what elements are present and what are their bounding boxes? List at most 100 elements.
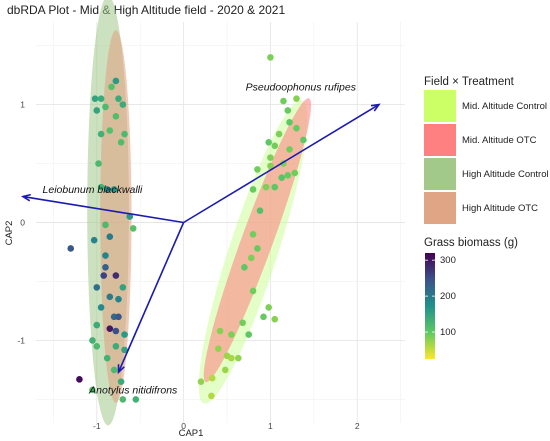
data-point — [110, 186, 118, 193]
data-point — [89, 337, 96, 344]
data-point — [115, 95, 122, 102]
data-point — [262, 183, 270, 191]
data-point — [249, 230, 257, 238]
data-point — [110, 366, 118, 374]
data-point — [112, 272, 120, 279]
colorbar-ticks: 100 200 300 — [425, 255, 456, 338]
points — [67, 54, 307, 403]
data-point — [284, 107, 292, 114]
data-point — [208, 392, 215, 400]
data-point — [93, 343, 101, 350]
legend-key — [424, 90, 456, 122]
data-point — [284, 172, 292, 179]
data-point — [97, 183, 105, 191]
biplot-arrows — [20, 103, 381, 375]
data-point — [108, 83, 115, 91]
y-axis-label: CAP2 — [4, 221, 15, 246]
legend-key — [424, 158, 456, 190]
ellipse-high-altitude-otc — [100, 30, 132, 403]
data-point — [93, 107, 101, 114]
data-point — [119, 284, 127, 291]
data-point — [265, 304, 272, 311]
x-tick-label: 1 — [268, 421, 273, 431]
data-point — [256, 207, 264, 215]
legend-key — [424, 124, 456, 156]
legend-grass-biomass: Grass biomass (g) 100 200 300 — [424, 237, 518, 359]
legend-label: Mid. Altitude OTC — [462, 135, 537, 146]
data-point — [112, 77, 120, 85]
colorbar-tick-label: 100 — [440, 327, 456, 338]
data-point — [265, 139, 272, 146]
legend-color-title: Grass biomass (g) — [424, 237, 518, 249]
data-point — [100, 272, 108, 279]
data-point — [121, 130, 128, 138]
data-point — [293, 95, 300, 102]
data-point — [197, 378, 205, 386]
data-point — [126, 213, 134, 220]
colorbar-tick-label: 300 — [440, 255, 456, 266]
data-point — [106, 233, 114, 240]
colorbar — [425, 253, 435, 359]
data-point — [102, 103, 109, 111]
data-point — [90, 236, 98, 244]
data-point — [119, 396, 127, 403]
arrow-line — [22, 195, 184, 224]
data-point — [271, 183, 279, 191]
data-point — [103, 354, 111, 362]
data-point — [106, 325, 114, 332]
data-point — [286, 146, 293, 153]
data-point — [267, 162, 274, 170]
data-point — [117, 139, 125, 146]
x-axis-label: CAP1 — [179, 428, 204, 439]
data-point — [215, 345, 222, 352]
x-axis-ticks: -1 0 1 2 — [93, 421, 360, 431]
data-point — [254, 245, 261, 252]
arrow-line — [117, 222, 185, 373]
data-point — [95, 160, 102, 167]
data-point — [97, 304, 105, 311]
data-point — [91, 95, 99, 102]
data-point — [228, 354, 235, 362]
data-point — [121, 331, 128, 338]
data-point — [103, 186, 111, 193]
legend-label: High Altitude Control — [462, 169, 549, 180]
species-label: Anotylus nitidifrons — [88, 385, 178, 397]
data-point — [67, 245, 75, 252]
data-point — [221, 366, 229, 374]
data-point — [228, 331, 235, 338]
arrow-head — [117, 364, 125, 375]
chart-title: dbRDA Plot - Mid & High Altitude field -… — [7, 3, 285, 17]
data-point — [271, 142, 279, 150]
legend-label: High Altitude OTC — [462, 203, 538, 214]
data-point — [129, 225, 137, 232]
data-point — [291, 169, 299, 177]
y-tick-label: 0 — [20, 218, 25, 228]
y-tick-label: -1 — [17, 335, 25, 345]
data-point — [106, 293, 114, 301]
data-point — [102, 252, 109, 259]
data-point — [267, 54, 274, 61]
ellipse-mid-altitude-otc — [203, 98, 312, 383]
data-point — [76, 376, 83, 383]
data-point — [89, 386, 96, 394]
data-point — [102, 221, 109, 229]
data-point — [121, 346, 128, 354]
data-point — [97, 130, 105, 138]
legend-field-treatment: Field × Treatment Mid. Altitude Control M… — [424, 76, 549, 224]
colorbar-tick-label: 200 — [440, 291, 456, 302]
data-point — [93, 284, 101, 291]
data-point — [112, 343, 120, 350]
data-point — [245, 331, 253, 338]
legend-fill-title: Field × Treatment — [424, 76, 515, 88]
data-point — [115, 295, 122, 303]
data-point — [117, 378, 125, 386]
legend-key — [424, 192, 456, 224]
data-point — [260, 313, 267, 321]
arrow-head — [20, 193, 31, 202]
data-point — [119, 101, 127, 108]
data-point — [271, 315, 279, 323]
data-point — [208, 374, 216, 382]
arrow-line — [183, 103, 380, 224]
data-point — [286, 118, 293, 126]
